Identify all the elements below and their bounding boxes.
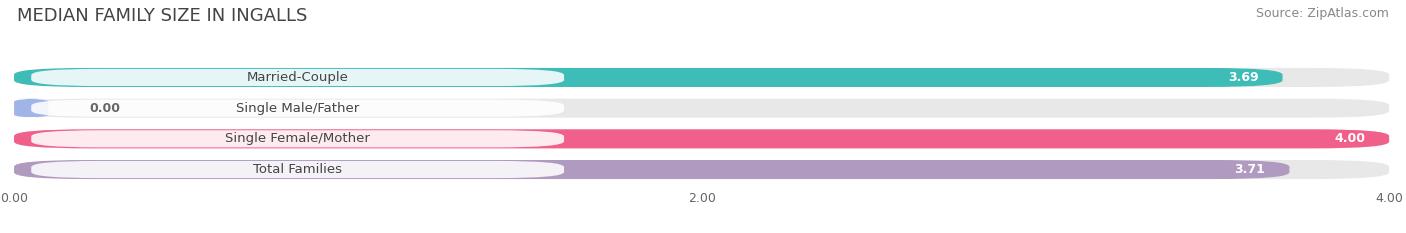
FancyBboxPatch shape — [14, 160, 1289, 179]
Text: Total Families: Total Families — [253, 163, 342, 176]
Text: MEDIAN FAMILY SIZE IN INGALLS: MEDIAN FAMILY SIZE IN INGALLS — [17, 7, 308, 25]
FancyBboxPatch shape — [14, 68, 1282, 87]
Text: 0.00: 0.00 — [90, 102, 121, 115]
FancyBboxPatch shape — [14, 129, 1389, 148]
FancyBboxPatch shape — [14, 99, 48, 118]
Text: 4.00: 4.00 — [1334, 132, 1365, 145]
FancyBboxPatch shape — [31, 130, 564, 147]
FancyBboxPatch shape — [31, 99, 564, 117]
Text: Single Female/Mother: Single Female/Mother — [225, 132, 370, 145]
Text: 3.71: 3.71 — [1234, 163, 1265, 176]
Text: Source: ZipAtlas.com: Source: ZipAtlas.com — [1256, 7, 1389, 20]
FancyBboxPatch shape — [14, 68, 1389, 87]
FancyBboxPatch shape — [14, 99, 1389, 118]
Text: 3.69: 3.69 — [1227, 71, 1258, 84]
FancyBboxPatch shape — [31, 69, 564, 86]
Text: Married-Couple: Married-Couple — [246, 71, 349, 84]
Text: Single Male/Father: Single Male/Father — [236, 102, 360, 115]
FancyBboxPatch shape — [14, 129, 1389, 148]
FancyBboxPatch shape — [14, 160, 1389, 179]
FancyBboxPatch shape — [31, 161, 564, 178]
